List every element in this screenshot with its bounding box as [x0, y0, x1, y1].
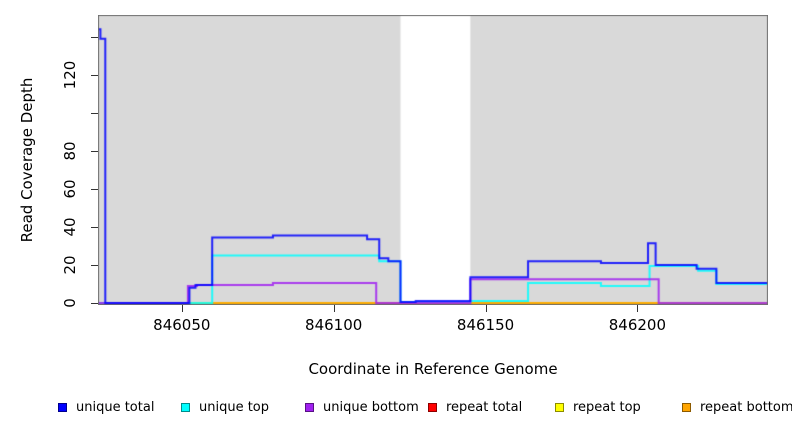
legend-swatch-icon	[305, 402, 314, 412]
y-tick-label: 60	[61, 179, 79, 199]
legend-swatch-icon	[555, 402, 564, 412]
legend-item: unique bottom	[305, 398, 419, 416]
y-tick-mark	[91, 264, 98, 266]
legend-swatch-icon	[682, 402, 691, 412]
legend: unique total unique top unique bottom repea…	[0, 398, 792, 418]
y-tick-label: 20	[61, 255, 79, 275]
y-tick-label: 40	[61, 217, 79, 237]
x-tick-mark	[333, 305, 335, 312]
legend-label: repeat total	[446, 399, 523, 415]
legend-item: unique top	[181, 398, 269, 416]
x-axis-title: Coordinate in Reference Genome	[308, 360, 558, 378]
legend-label: unique total	[76, 399, 155, 415]
y-tick-mark	[91, 150, 98, 152]
legend-item: unique total	[58, 398, 154, 416]
legend-item: repeat top	[555, 398, 641, 416]
x-tick-label: 846100	[305, 316, 363, 334]
y-tick-mark	[91, 303, 98, 304]
y-tick-label: 80	[61, 141, 79, 161]
y-tick-mark	[91, 188, 98, 190]
x-tick-mark	[485, 305, 487, 312]
legend-label: repeat bottom	[700, 399, 792, 415]
x-tick-mark	[637, 305, 639, 312]
x-tick-mark	[181, 305, 183, 312]
y-tick-label: 120	[61, 60, 79, 90]
y-tick-mark	[91, 36, 98, 38]
legend-label: unique top	[199, 399, 270, 415]
y-tick-mark	[91, 226, 98, 228]
coverage-plot-canvas	[98, 15, 768, 305]
x-tick-label: 846050	[153, 316, 211, 334]
legend-label: repeat top	[573, 399, 641, 415]
legend-item: repeat total	[428, 398, 522, 416]
y-tick-mark	[91, 74, 98, 76]
x-tick-label: 846150	[456, 316, 515, 334]
legend-item: repeat bottom	[682, 398, 792, 416]
y-tick-mark	[91, 112, 98, 114]
x-tick-label: 846200	[608, 316, 667, 334]
legend-swatch-icon	[428, 402, 437, 412]
legend-swatch-icon	[181, 402, 190, 412]
legend-swatch-icon	[58, 402, 67, 412]
y-axis-title: Read Coverage Depth	[18, 77, 36, 243]
legend-label: unique bottom	[323, 399, 419, 415]
y-tick-label: 0	[61, 298, 79, 308]
